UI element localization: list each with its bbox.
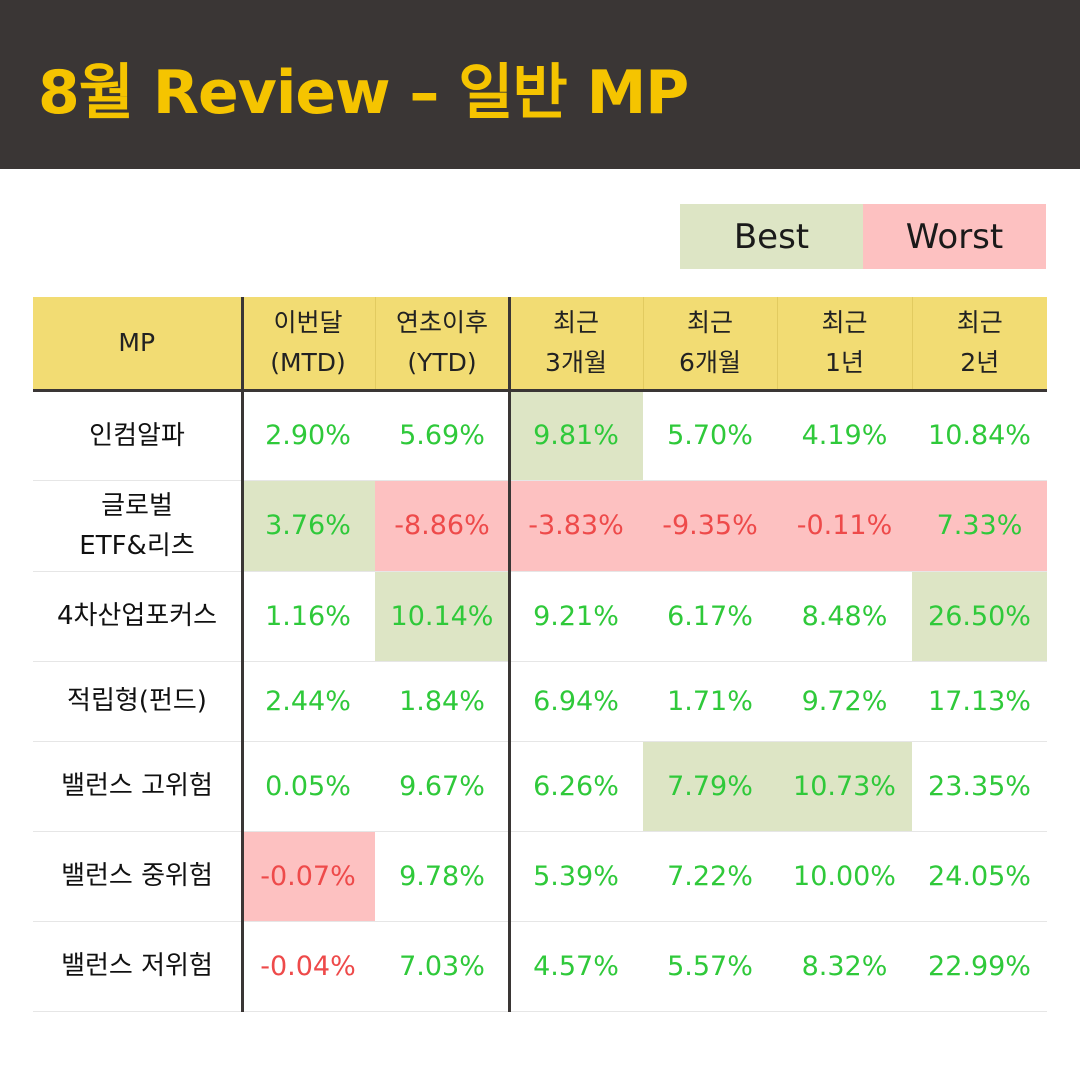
return-cell: 7.33%	[912, 480, 1047, 572]
return-cell: 17.13%	[912, 661, 1047, 742]
return-cell: 5.69%	[375, 390, 509, 481]
column-header-line: 최근	[686, 307, 733, 337]
legend: Best Worst	[680, 204, 1046, 269]
column-header: 연초이후 (YTD)	[374, 297, 509, 392]
return-cell: 5.57%	[643, 921, 777, 1012]
table-body: 인컴알파 2.90% 5.69% 9.81% 5.70% 4.19% 10.84% 글로벌 ET…	[33, 390, 1047, 1012]
mp-name-cell: 밸런스 저위험	[33, 921, 241, 1012]
return-cell: 8.32%	[777, 921, 912, 1012]
column-header-line: 최근	[821, 307, 868, 337]
return-cell: 10.00%	[777, 831, 912, 922]
table-row: 글로벌 ETF&리츠 3.76% -8.86% -3.83% -9.35% -0.11% 7.…	[33, 480, 1047, 572]
return-cell: 6.94%	[509, 661, 643, 742]
mp-name: 인컴알파	[89, 420, 185, 451]
return-cell: 9.81%	[509, 390, 643, 481]
returns-table: MP 이번달 (MTD) 연초이후 (YTD) 최근 3개월 최근 6개월 최근 1년 최근 2년 인컴…	[33, 297, 1047, 1012]
table-row: 적립형(펀드) 2.44% 1.84% 6.94% 1.71% 9.72% 17.13%	[33, 661, 1047, 742]
return-cell: 1.84%	[375, 661, 509, 742]
column-header-line: 2년	[960, 347, 1000, 377]
return-cell: 4.19%	[777, 390, 912, 481]
column-header: MP	[33, 297, 241, 392]
table-row: 밸런스 저위험 -0.04% 7.03% 4.57% 5.57% 8.32% 22.99%	[33, 921, 1047, 1012]
legend-best: Best	[680, 204, 863, 269]
column-header-line: 1년	[825, 347, 864, 377]
mp-name-cell: 밸런스 고위험	[33, 741, 241, 832]
return-cell: 9.67%	[375, 741, 509, 832]
column-header: 최근 1년	[776, 297, 912, 392]
mp-name: ETF&리츠	[79, 530, 195, 561]
mp-name-cell: 글로벌 ETF&리츠	[33, 480, 241, 572]
column-header: 최근 6개월	[642, 297, 777, 392]
table-row: 밸런스 고위험 0.05% 9.67% 6.26% 7.79% 10.73% 23.35%	[33, 741, 1047, 832]
return-cell: 1.16%	[241, 571, 375, 662]
mp-name: 4차산업포커스	[56, 601, 218, 631]
column-header-line: 3개월	[545, 347, 607, 377]
return-cell: 6.17%	[643, 571, 777, 662]
mp-name-cell: 4차산업포커스	[33, 571, 241, 662]
column-header: 이번달 (MTD)	[240, 297, 375, 392]
column-header: 최근 2년	[911, 297, 1047, 392]
return-cell: 10.14%	[375, 571, 509, 662]
return-cell: -8.86%	[375, 480, 509, 572]
return-cell: 5.39%	[509, 831, 643, 922]
return-cell: 7.79%	[643, 741, 777, 832]
legend-worst: Worst	[863, 204, 1046, 269]
column-divider	[241, 297, 244, 1012]
column-header-line: 최근	[552, 307, 599, 337]
return-cell: 2.90%	[241, 390, 375, 481]
return-cell: 0.05%	[241, 741, 375, 832]
return-cell: -9.35%	[643, 480, 777, 572]
column-header-line: MP	[118, 327, 156, 357]
return-cell: 22.99%	[912, 921, 1047, 1012]
column-divider	[508, 297, 511, 1012]
return-cell: 3.76%	[241, 480, 375, 572]
column-header-line: 최근	[956, 307, 1003, 337]
return-cell: 26.50%	[912, 571, 1047, 662]
return-cell: 24.05%	[912, 831, 1047, 922]
return-cell: 6.26%	[509, 741, 643, 832]
return-cell: 10.84%	[912, 390, 1047, 481]
return-cell: 4.57%	[509, 921, 643, 1012]
mp-name: 적립형(펀드)	[67, 686, 207, 716]
column-header-line: 연초이후	[395, 307, 488, 337]
return-cell: 9.21%	[509, 571, 643, 662]
return-cell: -0.11%	[777, 480, 912, 572]
return-cell: 9.78%	[375, 831, 509, 922]
mp-name: 밸런스 고위험	[61, 771, 213, 801]
mp-name: 글로벌	[101, 490, 173, 521]
column-header-line: (MTD)	[270, 347, 346, 377]
return-cell: 8.48%	[777, 571, 912, 662]
return-cell: 9.72%	[777, 661, 912, 742]
return-cell: -3.83%	[509, 480, 643, 572]
return-cell: 7.03%	[375, 921, 509, 1012]
table-row: 밸런스 중위험 -0.07% 9.78% 5.39% 7.22% 10.00% 24.05%	[33, 831, 1047, 922]
return-cell: 1.71%	[643, 661, 777, 742]
table-row: 인컴알파 2.90% 5.69% 9.81% 5.70% 4.19% 10.84%	[33, 390, 1047, 481]
return-cell: 2.44%	[241, 661, 375, 742]
return-cell: -0.04%	[241, 921, 375, 1012]
column-header: 최근 3개월	[508, 297, 643, 392]
column-header-line: 이번달	[273, 307, 343, 337]
return-cell: 23.35%	[912, 741, 1047, 832]
mp-name-cell: 밸런스 중위험	[33, 831, 241, 922]
page-title: 8월 Review – 일반 MP	[38, 58, 689, 128]
mp-name: 밸런스 저위험	[61, 951, 213, 981]
return-cell: 10.73%	[777, 741, 912, 832]
title-banner: 8월 Review – 일반 MP	[0, 0, 1080, 169]
mp-name: 밸런스 중위험	[61, 861, 213, 891]
return-cell: 7.22%	[643, 831, 777, 922]
column-header-line: 6개월	[679, 347, 741, 377]
table-row: 4차산업포커스 1.16% 10.14% 9.21% 6.17% 8.48% 26.50%	[33, 571, 1047, 662]
return-cell: -0.07%	[241, 831, 375, 922]
return-cell: 5.70%	[643, 390, 777, 481]
column-header-line: (YTD)	[407, 347, 477, 377]
header-row: MP 이번달 (MTD) 연초이후 (YTD) 최근 3개월 최근 6개월 최근 1년 최근 2년	[33, 297, 1047, 392]
mp-name-cell: 적립형(펀드)	[33, 661, 241, 742]
mp-name-cell: 인컴알파	[33, 390, 241, 481]
